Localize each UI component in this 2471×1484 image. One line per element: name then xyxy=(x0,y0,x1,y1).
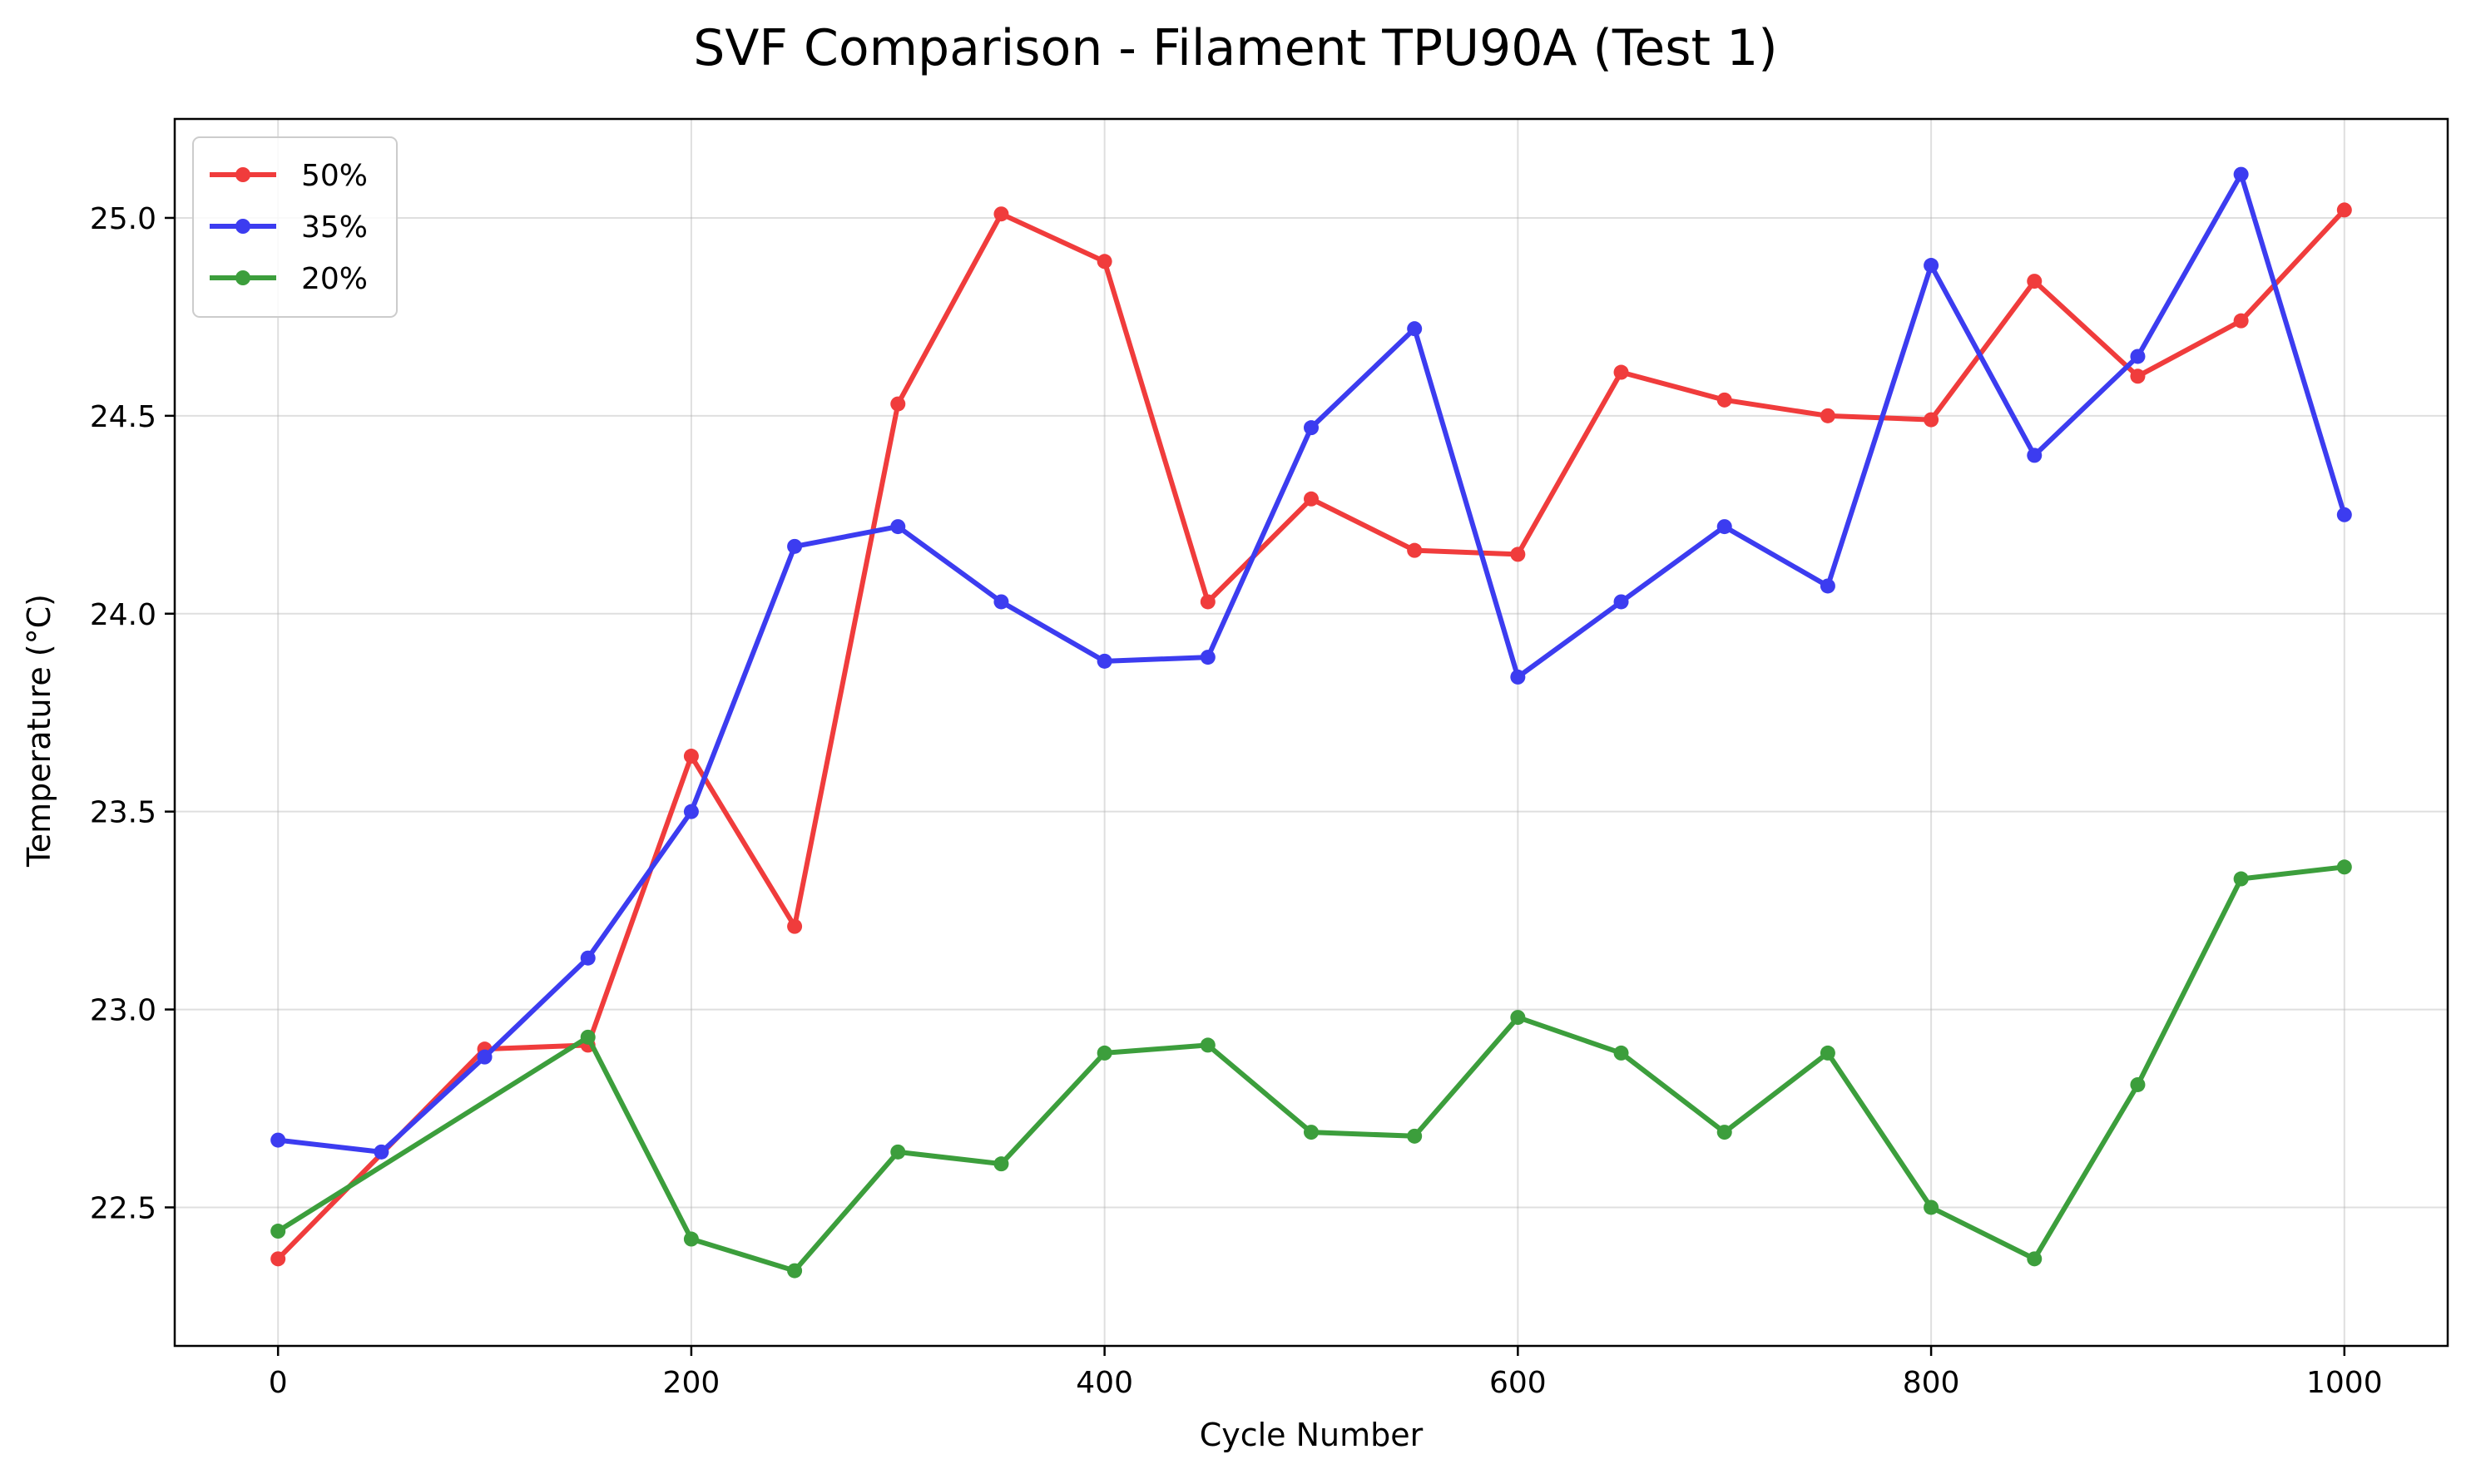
data-point-20pct xyxy=(270,1224,286,1239)
data-point-50pct xyxy=(683,749,699,764)
data-point-20pct xyxy=(1924,1200,1939,1215)
data-point-20pct xyxy=(787,1263,803,1279)
x-tick-label: 600 xyxy=(1489,1366,1547,1400)
data-point-20pct xyxy=(1510,1010,1526,1026)
grid-lines xyxy=(175,119,2448,1346)
data-point-50pct xyxy=(1613,364,1629,380)
y-tick-label: 23.5 xyxy=(90,796,156,830)
y-tick-label: 24.5 xyxy=(90,400,156,434)
data-point-35pct xyxy=(787,538,803,554)
legend-swatch-marker-50pct xyxy=(235,167,250,182)
data-point-50pct xyxy=(270,1251,286,1267)
data-point-50pct xyxy=(2336,202,2352,218)
data-point-20pct xyxy=(1097,1045,1112,1061)
y-tick-label: 25.0 xyxy=(90,202,156,236)
data-point-35pct xyxy=(1924,258,1939,274)
data-point-20pct xyxy=(1407,1128,1423,1144)
legend-swatch-marker-35pct xyxy=(235,219,250,234)
data-point-20pct xyxy=(890,1144,906,1160)
data-point-20pct xyxy=(1716,1125,1732,1140)
plot-area-frame xyxy=(173,117,2449,1348)
data-point-20pct xyxy=(1820,1045,1835,1061)
data-point-50pct xyxy=(787,918,803,934)
data-point-20pct xyxy=(1304,1125,1319,1140)
data-point-35pct xyxy=(2336,507,2352,522)
data-point-50pct xyxy=(993,206,1009,222)
data-point-35pct xyxy=(1716,519,1732,535)
data-point-35pct xyxy=(374,1144,389,1160)
legend-label-20pct: 20% xyxy=(301,262,368,296)
data-point-50pct xyxy=(1097,254,1112,270)
data-point-35pct xyxy=(2233,166,2249,182)
series-35pct xyxy=(270,166,2352,1160)
data-point-50pct xyxy=(2130,369,2146,384)
axis-ticks: 0 200 400 600 800 1000 22.5 23.0 23.5 24.0 24.5 25.… xyxy=(90,202,2383,1400)
data-point-35pct xyxy=(683,804,699,819)
data-point-35pct xyxy=(1820,578,1835,594)
data-point-20pct xyxy=(2130,1076,2146,1092)
x-tick-label: 1000 xyxy=(2306,1366,2383,1400)
x-tick-label: 800 xyxy=(1903,1366,1960,1400)
data-point-50pct xyxy=(1407,542,1423,558)
data-point-20pct xyxy=(2233,871,2249,887)
data-point-20pct xyxy=(993,1156,1009,1172)
data-point-50pct xyxy=(1200,594,1216,610)
data-point-35pct xyxy=(1097,653,1112,669)
series-50pct xyxy=(270,202,2352,1267)
y-axis-label: Temperature (°C) xyxy=(21,594,57,868)
data-point-35pct xyxy=(477,1049,493,1065)
data-point-50pct xyxy=(1510,547,1526,562)
data-point-50pct xyxy=(1924,412,1939,428)
legend: 50% 35% 20% xyxy=(192,136,398,318)
series-layer xyxy=(270,166,2352,1279)
x-axis-label: Cycle Number xyxy=(1200,1417,1424,1453)
y-tick-label: 22.5 xyxy=(90,1191,156,1225)
data-point-35pct xyxy=(270,1132,286,1148)
data-point-35pct xyxy=(2027,448,2043,463)
x-tick-label: 0 xyxy=(269,1366,288,1400)
data-point-50pct xyxy=(1716,392,1732,408)
data-point-50pct xyxy=(2233,313,2249,329)
data-point-20pct xyxy=(2336,859,2352,875)
data-point-35pct xyxy=(890,519,906,535)
data-point-20pct xyxy=(2027,1251,2043,1267)
series-line-50pct xyxy=(275,207,2347,1262)
x-tick-label: 200 xyxy=(663,1366,721,1400)
data-point-20pct xyxy=(683,1231,699,1247)
legend-swatch-marker-20pct xyxy=(235,270,250,285)
data-point-35pct xyxy=(1407,321,1423,337)
series-20pct xyxy=(270,859,2352,1279)
data-point-35pct xyxy=(993,594,1009,610)
data-point-20pct xyxy=(580,1029,596,1045)
data-point-20pct xyxy=(1613,1045,1629,1061)
data-point-50pct xyxy=(2027,274,2043,289)
data-point-50pct xyxy=(1304,491,1319,507)
data-point-35pct xyxy=(2130,349,2146,364)
chart-title: SVF Comparison - Filament TPU90A (Test 1… xyxy=(693,19,1777,77)
data-point-50pct xyxy=(1820,408,1835,423)
y-tick-label: 24.0 xyxy=(90,598,156,632)
data-point-35pct xyxy=(1304,420,1319,436)
data-point-35pct xyxy=(580,950,596,966)
data-point-20pct xyxy=(1200,1037,1216,1053)
legend-label-35pct: 35% xyxy=(301,210,368,245)
y-tick-label: 23.0 xyxy=(90,994,156,1028)
data-point-50pct xyxy=(890,396,906,412)
x-tick-label: 400 xyxy=(1076,1366,1133,1400)
data-point-35pct xyxy=(1510,669,1526,685)
data-point-35pct xyxy=(1613,594,1629,610)
data-point-35pct xyxy=(1200,650,1216,665)
legend-label-50pct: 50% xyxy=(301,159,368,193)
